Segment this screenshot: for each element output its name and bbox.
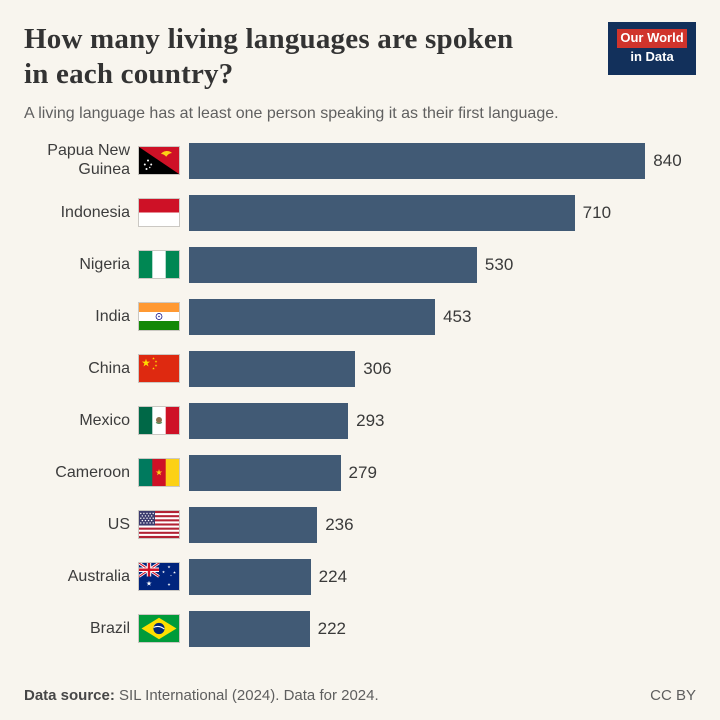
bar — [189, 350, 356, 387]
owid-logo: Our World in Data — [608, 22, 696, 75]
country-label: Cameroon — [55, 463, 130, 481]
bar-track: 453 — [189, 298, 696, 335]
bar — [189, 194, 575, 231]
bar — [189, 506, 318, 543]
bar-row: India 453 — [0, 291, 720, 343]
flag-brazil-icon — [139, 615, 179, 643]
country-label: US — [107, 515, 130, 533]
header: How many living languages are spoken in … — [0, 22, 720, 93]
country-label: Brazil — [89, 619, 130, 637]
bar — [189, 610, 310, 647]
flag-nigeria-icon — [139, 251, 179, 279]
bar-row: Brazil 222 — [0, 603, 720, 655]
bar-track: 224 — [189, 558, 696, 595]
footer: Data source: SIL International (2024). D… — [0, 687, 720, 704]
value-label: 293 — [356, 410, 385, 430]
bar — [189, 142, 646, 179]
value-label: 236 — [325, 514, 354, 534]
country-label: Mexico — [79, 411, 130, 429]
bar-row: Australia 224 — [0, 551, 720, 603]
bar-track: 279 — [189, 454, 696, 491]
flag-indonesia-icon — [139, 199, 179, 227]
bar-chart: Papua New Guinea 840 Indonesia 710 — [0, 135, 720, 655]
flag-australia-icon — [139, 563, 179, 591]
bar-track: 306 — [189, 350, 696, 387]
value-label: 530 — [484, 254, 514, 274]
value-label: 224 — [318, 566, 348, 586]
bar-row: Papua New Guinea 840 — [0, 135, 720, 187]
bar-track: 222 — [189, 610, 696, 647]
value-label: 710 — [582, 202, 612, 222]
flag-mexico-icon — [139, 407, 179, 435]
data-source-label: Data source: — [24, 687, 115, 704]
bar-track: 840 — [189, 142, 696, 179]
value-label: 453 — [443, 306, 472, 326]
bar-track: 530 — [189, 246, 696, 283]
chart-title: How many living languages are spoken in … — [24, 23, 514, 91]
value-label: 306 — [363, 358, 392, 378]
flag-papua-new-guinea-icon — [139, 147, 179, 175]
bar — [189, 454, 341, 491]
country-label: Australia — [67, 567, 130, 585]
bar-row: US 236 — [0, 499, 720, 551]
flag-us-icon — [139, 511, 179, 539]
license-label: CC BY — [650, 687, 696, 704]
value-label: 279 — [348, 462, 377, 482]
owid-logo-line1: Our World — [617, 29, 687, 48]
value-label: 840 — [653, 150, 682, 170]
bar-track: 710 — [189, 194, 696, 231]
bar-track: 293 — [189, 402, 696, 439]
chart-subtitle: A living language has at least one perso… — [24, 104, 559, 122]
bar-row: Indonesia 710 — [0, 187, 720, 239]
bar — [189, 246, 477, 283]
data-source-text: SIL International (2024). Data for 2024. — [114, 687, 379, 704]
bar — [189, 402, 349, 439]
country-label: Nigeria — [79, 255, 130, 273]
flag-india-icon — [139, 303, 179, 331]
bar-row: China 306 — [0, 343, 720, 395]
country-label: Indonesia — [60, 203, 130, 221]
country-label: Papua New Guinea — [47, 142, 130, 178]
bar-track: 236 — [189, 506, 696, 543]
owid-logo-line2: in Data — [630, 48, 674, 64]
bar-row: Nigeria 530 — [0, 239, 720, 291]
data-source: Data source: SIL International (2024). D… — [24, 687, 379, 704]
country-label: India — [95, 307, 130, 325]
bar-row: Cameroon 279 — [0, 447, 720, 499]
country-label: China — [88, 359, 130, 377]
bar — [189, 558, 311, 595]
bar-row: Mexico 293 — [0, 395, 720, 447]
value-label: 222 — [317, 618, 346, 638]
flag-cameroon-icon — [139, 459, 179, 487]
flag-china-icon — [139, 355, 179, 383]
bar — [189, 298, 436, 335]
